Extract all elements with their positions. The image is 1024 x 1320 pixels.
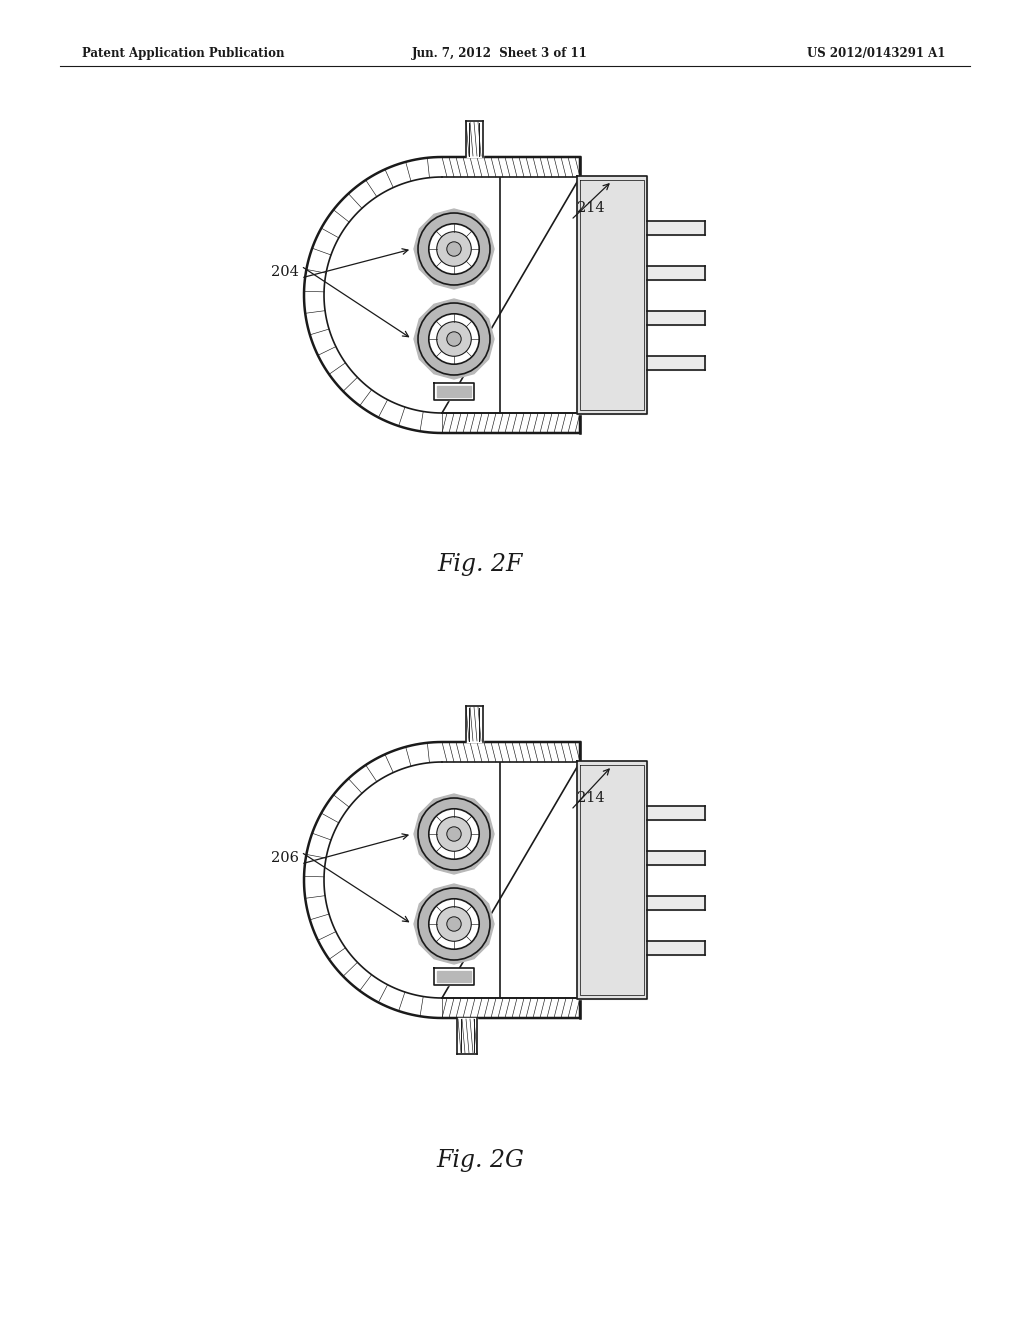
- Polygon shape: [647, 896, 705, 909]
- Polygon shape: [457, 1018, 477, 1053]
- Polygon shape: [414, 795, 494, 874]
- Circle shape: [446, 331, 461, 346]
- Circle shape: [429, 899, 479, 949]
- Circle shape: [436, 322, 471, 356]
- Polygon shape: [577, 762, 647, 999]
- Text: 204: 204: [271, 265, 299, 279]
- Polygon shape: [647, 807, 705, 820]
- Circle shape: [436, 907, 471, 941]
- Polygon shape: [647, 941, 705, 954]
- Text: US 2012/0143291 A1: US 2012/0143291 A1: [807, 46, 945, 59]
- Polygon shape: [304, 742, 580, 1018]
- Text: 206: 206: [271, 851, 299, 865]
- Text: Patent Application Publication: Patent Application Publication: [82, 46, 285, 59]
- Text: 214: 214: [577, 791, 604, 805]
- Polygon shape: [647, 356, 705, 370]
- Circle shape: [418, 888, 490, 960]
- Polygon shape: [466, 121, 482, 157]
- Text: Fig. 2G: Fig. 2G: [436, 1148, 524, 1172]
- Polygon shape: [414, 300, 494, 379]
- Circle shape: [446, 826, 461, 841]
- Circle shape: [436, 817, 471, 851]
- Polygon shape: [304, 157, 580, 433]
- Polygon shape: [647, 267, 705, 280]
- Polygon shape: [577, 176, 647, 414]
- Circle shape: [429, 224, 479, 275]
- Polygon shape: [434, 968, 474, 985]
- Circle shape: [436, 232, 471, 267]
- Circle shape: [418, 304, 490, 375]
- Polygon shape: [437, 972, 471, 982]
- Polygon shape: [466, 706, 482, 742]
- Polygon shape: [647, 851, 705, 865]
- Polygon shape: [324, 762, 580, 998]
- Text: Jun. 7, 2012  Sheet 3 of 11: Jun. 7, 2012 Sheet 3 of 11: [412, 46, 588, 59]
- Polygon shape: [414, 209, 494, 289]
- Polygon shape: [437, 385, 471, 397]
- Circle shape: [418, 213, 490, 285]
- Polygon shape: [324, 177, 580, 413]
- Polygon shape: [647, 312, 705, 325]
- Circle shape: [429, 314, 479, 364]
- Circle shape: [446, 917, 461, 931]
- Circle shape: [446, 242, 461, 256]
- Polygon shape: [434, 383, 474, 400]
- Circle shape: [418, 799, 490, 870]
- Text: 214: 214: [577, 201, 604, 215]
- Text: Fig. 2F: Fig. 2F: [437, 553, 522, 577]
- Circle shape: [429, 809, 479, 859]
- Polygon shape: [414, 884, 494, 964]
- Polygon shape: [647, 220, 705, 235]
